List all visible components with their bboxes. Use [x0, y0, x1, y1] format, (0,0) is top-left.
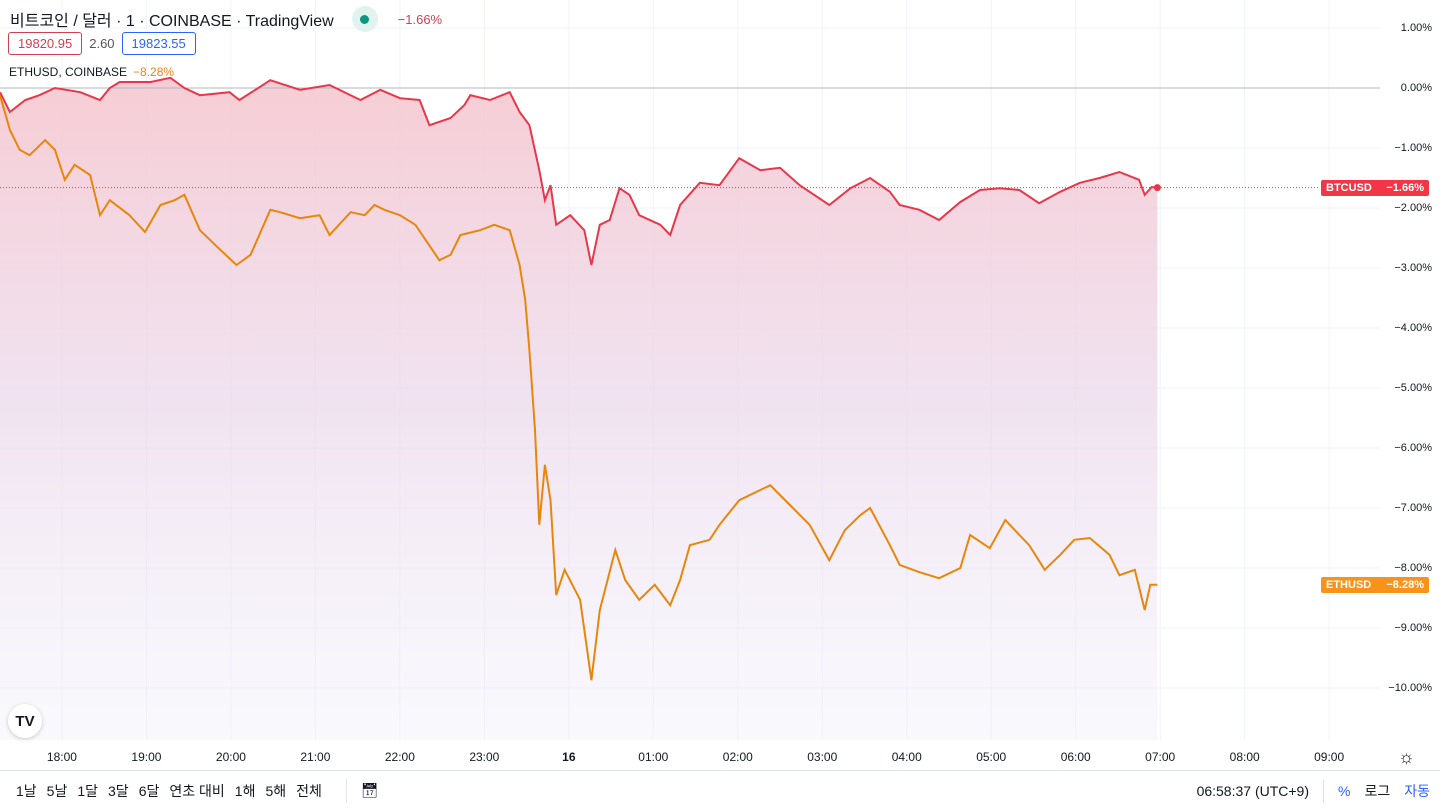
- x-tick-label: 03:00: [807, 750, 838, 764]
- symbol-title[interactable]: 비트코인 / 달러 · 1 · COINBASE · TradingView: [10, 13, 334, 30]
- btc-area-fill: [0, 77, 1158, 741]
- market-open-icon: [351, 6, 378, 32]
- auto-scale-toggle[interactable]: 자동: [1404, 782, 1430, 799]
- x-tick-label: 07:00: [1145, 750, 1176, 764]
- range-button[interactable]: 1달: [77, 782, 99, 799]
- y-tick-label: −2.00%: [1394, 202, 1432, 214]
- symbol-legend: 비트코인 / 달러 · 1 · COINBASE · TradingView −…: [10, 6, 442, 32]
- range-button[interactable]: 전체: [296, 782, 322, 799]
- symbol-change: −1.66%: [397, 11, 443, 27]
- btcusd-price-tag: BTCUSD −1.66%: [1321, 179, 1429, 196]
- tag-label: ETHUSD: [1326, 578, 1372, 591]
- range-button[interactable]: 연초 대비: [169, 782, 225, 799]
- spread-value: 2.60: [89, 36, 115, 51]
- y-tick-label: 1.00%: [1400, 22, 1432, 34]
- tag-label: BTCUSD: [1326, 181, 1372, 194]
- x-tick-label: 21:00: [300, 750, 331, 764]
- range-button[interactable]: 6달: [138, 782, 160, 799]
- log-scale-toggle[interactable]: 로그: [1364, 782, 1391, 799]
- x-tick-label: 20:00: [215, 750, 246, 764]
- x-tick-label: 04:00: [891, 750, 922, 764]
- y-tick-label: −6.00%: [1394, 442, 1432, 454]
- ethusd-series-line: [0, 94, 1158, 681]
- tradingview-logo[interactable]: TV: [8, 704, 42, 738]
- sell-price-button[interactable]: 19820.95: [8, 32, 83, 55]
- tag-value: −1.66%: [1386, 181, 1424, 194]
- y-tick-label: −10.00%: [1388, 682, 1432, 694]
- x-tick-label: 19:00: [131, 750, 162, 764]
- range-button[interactable]: 3달: [108, 782, 129, 799]
- date-range-buttons: 1날 5날 1달 3달 6달 연초 대비 1해 5해 전체: [16, 781, 332, 801]
- compare-change: −8.28%: [133, 65, 175, 79]
- compare-legend[interactable]: ETHUSD, COINBASE −8.28%: [9, 65, 174, 79]
- range-button[interactable]: 5해: [265, 782, 287, 799]
- chart-canvas[interactable]: [0, 0, 1440, 770]
- bid-ask: 19820.95 2.60 19823.55: [8, 32, 196, 55]
- x-tick-label: 08:00: [1229, 750, 1260, 764]
- divider: [1323, 778, 1325, 803]
- divider: [345, 778, 347, 803]
- x-tick-label: 18:00: [46, 750, 77, 764]
- range-button[interactable]: 5날: [46, 782, 68, 799]
- bottom-toolbar: 1날 5날 1달 3달 6달 연초 대비 1해 5해 전체 📅︎ 06:58:37 (UTC+9…: [0, 770, 1440, 810]
- settings-gear-icon[interactable]: ☼: [1398, 747, 1415, 767]
- y-tick-label: −7.00%: [1394, 502, 1432, 514]
- range-button[interactable]: 1날: [16, 782, 37, 799]
- y-tick-label: −3.00%: [1394, 262, 1432, 274]
- x-tick-label: 16: [562, 750, 576, 764]
- x-tick-label: 09:00: [1314, 750, 1345, 764]
- tag-value: −8.28%: [1386, 578, 1424, 591]
- y-tick-label: −8.00%: [1394, 562, 1432, 574]
- x-tick-label: 22:00: [384, 750, 415, 764]
- y-tick-label: −9.00%: [1394, 622, 1432, 634]
- x-tick-label: 06:00: [1060, 750, 1091, 764]
- buy-price-button[interactable]: 19823.55: [121, 32, 196, 55]
- y-tick-label: −4.00%: [1394, 322, 1432, 334]
- y-tick-label: 0.00%: [1400, 82, 1432, 94]
- y-tick-label: −5.00%: [1394, 382, 1432, 394]
- clock-time[interactable]: 06:58:37 (UTC+9): [1196, 782, 1310, 799]
- ethusd-price-tag: ETHUSD −8.28%: [1321, 576, 1429, 593]
- y-tick-label: −1.00%: [1394, 142, 1432, 154]
- range-button[interactable]: 1해: [234, 782, 256, 799]
- btc-last-point: [1153, 184, 1161, 192]
- x-tick-label: 02:00: [722, 750, 753, 764]
- x-tick-label: 01:00: [638, 750, 669, 764]
- x-tick-label: 23:00: [469, 750, 500, 764]
- percent-scale-toggle[interactable]: %: [1338, 782, 1351, 799]
- compare-symbol: ETHUSD, COINBASE: [9, 65, 128, 79]
- go-to-date-icon[interactable]: 📅︎: [360, 782, 379, 798]
- x-tick-label: 05:00: [976, 750, 1007, 764]
- btcusd-series-line: [0, 76, 1158, 266]
